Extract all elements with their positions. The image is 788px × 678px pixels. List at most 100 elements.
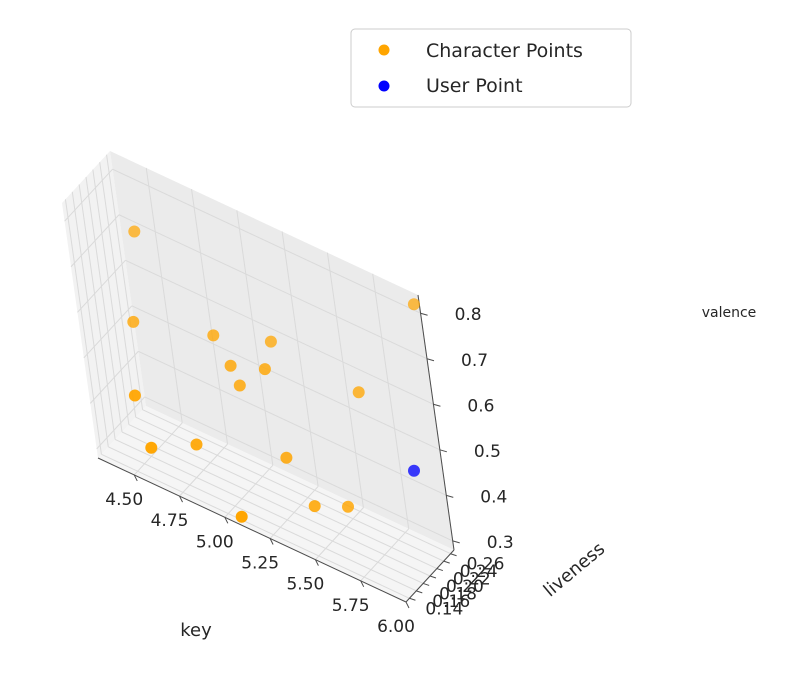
- y-tick-mark: [443, 560, 450, 564]
- x-tick-mark: [179, 495, 183, 503]
- legend-label-user-point: User Point: [426, 75, 523, 97]
- grid-line-z: [118, 214, 428, 360]
- z-tick-mark: [439, 449, 447, 453]
- z-tick-label: 0.4: [480, 487, 507, 507]
- data-point-character-points: [145, 441, 158, 454]
- grid-line-x: [191, 189, 229, 445]
- z-tick-mark: [433, 403, 441, 407]
- grid-line-y: [121, 431, 431, 577]
- z-tick-mark: [452, 540, 460, 544]
- grid-line-x: [372, 273, 410, 529]
- x-tick-mark: [314, 559, 319, 566]
- grid-line-x: [326, 252, 364, 508]
- grid-line-z: [138, 350, 447, 496]
- x-tick-mark: [360, 580, 365, 588]
- z-axis-line: [417, 294, 455, 551]
- y-tick-mark: [436, 568, 444, 572]
- grid-line-y: [78, 184, 116, 440]
- grid-line-y: [92, 169, 130, 425]
- grid-line-y: [101, 453, 410, 599]
- x-tick-label: 6.00: [377, 617, 415, 637]
- grid-lines: [64, 154, 455, 603]
- grid-line-y: [99, 162, 137, 418]
- z-tick-label: 0.8: [455, 305, 482, 325]
- data-point-character-points: [207, 329, 220, 342]
- legend-marker-user-point: [378, 80, 390, 92]
- grid-line-y: [108, 446, 417, 592]
- x-axis-label: key: [180, 620, 212, 641]
- z-axis-label: valence: [702, 305, 757, 321]
- data-point-character-points: [258, 363, 271, 376]
- data-point-character-points: [127, 315, 140, 328]
- z-tick-mark: [420, 312, 428, 316]
- y-tick-mark: [422, 582, 430, 586]
- grid-line-z: [112, 168, 421, 314]
- data-point-character-points: [224, 359, 237, 372]
- grid-line-z: [144, 396, 453, 542]
- y-axis-label: liveness: [540, 538, 609, 601]
- axis-lines: 4.50 4.75 5.00 5.25 5.50 5.75 6.00 0.140.160.18…: [97, 294, 514, 637]
- data-point-character-points: [264, 335, 277, 348]
- y-tick-label: 0.18: [439, 584, 477, 604]
- x-tick-label: 5.25: [241, 553, 279, 573]
- data-point-character-points: [235, 510, 248, 523]
- axis-panes: [62, 151, 454, 602]
- grid-line-z: [77, 259, 126, 313]
- data-point-character-points: [352, 386, 365, 399]
- data-point-character-points: [233, 379, 246, 392]
- data-point-character-points: [407, 298, 420, 311]
- y-tick-mark: [450, 553, 457, 557]
- x-tick-label: 4.75: [151, 511, 189, 531]
- data-point-user-point: [408, 464, 420, 477]
- z-tick-label: 0.5: [474, 442, 501, 462]
- x-tick-label: 4.50: [105, 490, 143, 510]
- grid-line-z: [125, 259, 434, 405]
- grid-line-y: [85, 176, 123, 433]
- grid-line-z: [64, 168, 113, 222]
- grid-line-z: [131, 305, 441, 451]
- y-tick-mark: [416, 590, 423, 594]
- y-tick-label: 0.14: [425, 599, 463, 619]
- y-tick-label: 0.16: [432, 592, 470, 612]
- grid-line-z: [96, 396, 146, 450]
- grid-line-z: [83, 305, 133, 359]
- grid-line-x: [281, 231, 319, 487]
- z-tick-label: 0.6: [467, 396, 494, 416]
- x-tick-label: 5.50: [286, 575, 324, 595]
- data-point-character-points: [128, 225, 141, 238]
- data-point-character-points: [128, 389, 141, 402]
- grid-line-y: [128, 424, 438, 570]
- grid-line-y: [71, 191, 109, 447]
- legend-marker-character-points: [378, 44, 390, 56]
- data-point-character-points: [342, 500, 354, 513]
- data-point-character-points: [190, 438, 203, 451]
- grid-line-y: [106, 154, 144, 410]
- x-tick-mark: [133, 474, 138, 482]
- z-tick-label: 0.3: [487, 533, 514, 553]
- x-tick-mark: [405, 601, 410, 609]
- y-tick-mark: [429, 575, 437, 579]
- data-point-character-points: [280, 451, 293, 464]
- x-axis-line: [97, 457, 407, 603]
- y-tick-label: 0.24: [460, 562, 498, 582]
- grid-line-x: [145, 167, 183, 424]
- x-tick-label: 5.75: [332, 596, 370, 616]
- grid-line-x: [236, 210, 274, 466]
- y-tick-mark: [409, 597, 416, 601]
- grid-line-y: [135, 416, 444, 562]
- z-tick-label: 0.7: [461, 351, 488, 371]
- grid-line-y: [114, 438, 424, 584]
- x-tick-mark: [224, 517, 229, 524]
- grid-line-z: [89, 351, 139, 404]
- legend-box: [350, 28, 632, 108]
- y-tick-label: 0.26: [467, 555, 505, 575]
- y-tick-label: 0.22: [453, 570, 491, 590]
- x-tick-label: 5.00: [196, 532, 234, 552]
- legend: Character Points User Point: [350, 28, 632, 108]
- x-tick-mark: [269, 538, 274, 545]
- data-point-character-points: [308, 500, 321, 513]
- z-tick-mark: [426, 358, 435, 362]
- grid-line-y: [142, 409, 451, 555]
- data-points: [127, 225, 420, 523]
